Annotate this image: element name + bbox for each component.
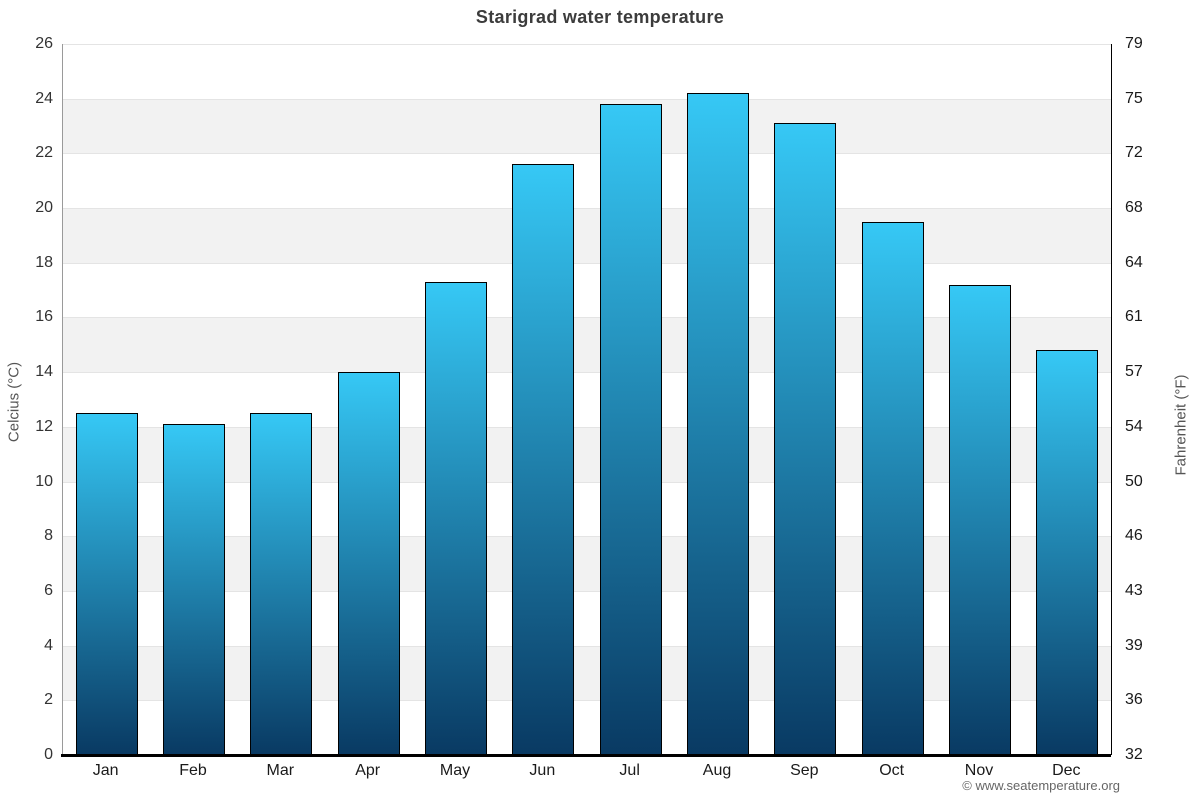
gridline bbox=[63, 208, 1111, 210]
gridline bbox=[63, 262, 1111, 264]
gridline bbox=[63, 536, 1111, 538]
ytick-celsius: 22 bbox=[35, 144, 53, 162]
xtick-sep: Sep bbox=[790, 762, 819, 779]
xtick-apr: Apr bbox=[355, 762, 381, 779]
ytick-celsius: 12 bbox=[35, 417, 53, 435]
bar-may bbox=[425, 281, 487, 755]
ytick-celsius: 4 bbox=[44, 636, 53, 654]
gridline bbox=[63, 426, 1111, 428]
bar-jan bbox=[75, 413, 138, 755]
xtick-jun: Jun bbox=[529, 762, 556, 779]
ytick-celsius: 8 bbox=[44, 527, 53, 545]
xtick-may: May bbox=[439, 762, 471, 779]
bar-nov bbox=[949, 284, 1011, 755]
ytick-celsius: 16 bbox=[35, 308, 53, 326]
ytick-celsius: 26 bbox=[35, 35, 53, 52]
plot-band bbox=[63, 98, 1111, 154]
ytick-celsius: 0 bbox=[44, 746, 53, 763]
gridline bbox=[63, 700, 1111, 702]
ytick-celsius: 24 bbox=[35, 89, 53, 107]
plot-band bbox=[63, 645, 1111, 701]
xtick-nov: Nov bbox=[964, 762, 994, 779]
xtick-feb: Feb bbox=[179, 762, 207, 779]
bar-oct bbox=[861, 221, 924, 755]
credits-link[interactable]: © www.seatemperature.org bbox=[962, 778, 1120, 793]
bar-apr bbox=[337, 372, 400, 755]
bar-feb bbox=[163, 424, 225, 755]
gridline bbox=[63, 317, 1111, 319]
bar-jul bbox=[599, 104, 662, 755]
gridline bbox=[63, 590, 1111, 592]
bar-sep bbox=[774, 123, 837, 755]
bar-mar bbox=[250, 413, 313, 755]
bar-jun bbox=[512, 164, 575, 755]
ytick-celsius: 20 bbox=[35, 199, 53, 217]
chart-title: Starigrad water temperature bbox=[475, 7, 725, 27]
xtick-dec: Dec bbox=[1052, 762, 1081, 779]
xtick-aug: Aug bbox=[702, 762, 732, 779]
gridline bbox=[63, 44, 1111, 45]
xtick-jul: Jul bbox=[619, 762, 640, 779]
x-axis-line bbox=[61, 754, 1111, 757]
ytick-fahrenheit: 54 bbox=[1125, 417, 1143, 435]
gridline bbox=[63, 153, 1111, 155]
gridline bbox=[63, 645, 1111, 647]
y-axis-title-celsius: Celcius (°C) bbox=[5, 361, 23, 443]
ytick-celsius: 2 bbox=[44, 691, 53, 709]
gridline bbox=[63, 98, 1111, 100]
bar-aug bbox=[687, 93, 749, 755]
ytick-fahrenheit: 61 bbox=[1125, 308, 1143, 326]
plot-band bbox=[63, 208, 1111, 263]
ytick-celsius: 10 bbox=[35, 472, 53, 490]
plot-band bbox=[63, 536, 1111, 591]
gridline bbox=[63, 372, 1111, 374]
ytick-fahrenheit: 64 bbox=[1125, 253, 1143, 271]
ytick-fahrenheit: 36 bbox=[1125, 691, 1143, 709]
gridline bbox=[63, 481, 1111, 483]
ytick-fahrenheit: 57 bbox=[1125, 363, 1143, 381]
ytick-fahrenheit: 46 bbox=[1125, 527, 1143, 545]
ytick-fahrenheit: 39 bbox=[1125, 636, 1143, 654]
xtick-oct: Oct bbox=[879, 762, 905, 779]
ytick-fahrenheit: 50 bbox=[1125, 472, 1143, 490]
plot-band bbox=[63, 317, 1111, 373]
y-axis-title-fahrenheit: Fahrenheit (°F) bbox=[1172, 374, 1190, 476]
plot-area bbox=[62, 44, 1112, 756]
ytick-fahrenheit: 43 bbox=[1125, 581, 1143, 599]
ytick-fahrenheit: 68 bbox=[1125, 199, 1143, 217]
ytick-celsius: 6 bbox=[44, 581, 53, 599]
bar-dec bbox=[1036, 350, 1099, 755]
ytick-celsius: 18 bbox=[35, 253, 53, 271]
xtick-jan: Jan bbox=[92, 762, 119, 779]
ytick-fahrenheit: 72 bbox=[1125, 144, 1143, 162]
ytick-fahrenheit: 79 bbox=[1125, 35, 1143, 52]
ytick-fahrenheit: 75 bbox=[1125, 89, 1143, 107]
ytick-celsius: 14 bbox=[35, 363, 53, 381]
plot-band bbox=[63, 426, 1111, 482]
xtick-mar: Mar bbox=[266, 762, 295, 779]
ytick-fahrenheit: 32 bbox=[1125, 746, 1143, 763]
